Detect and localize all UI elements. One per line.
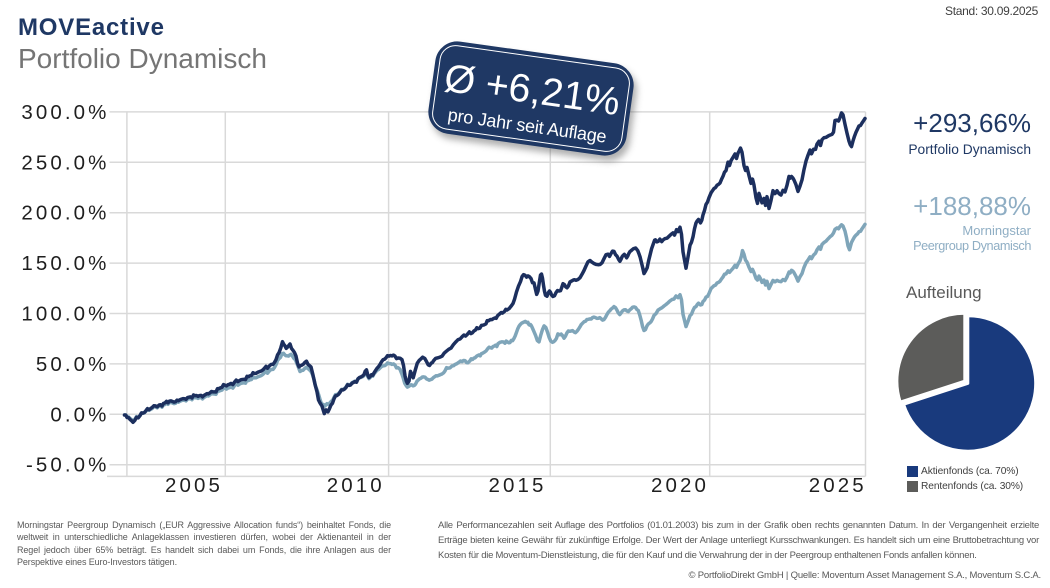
svg-text:50.0%: 50.0% <box>36 353 110 376</box>
svg-text:100.0%: 100.0% <box>21 303 109 326</box>
svg-text:2020: 2020 <box>651 474 709 497</box>
svg-text:200.0%: 200.0% <box>21 202 109 225</box>
svg-text:150.0%: 150.0% <box>21 252 109 275</box>
svg-text:2005: 2005 <box>165 474 223 497</box>
svg-text:250.0%: 250.0% <box>21 151 109 174</box>
svg-text:0.0%: 0.0% <box>50 403 109 426</box>
svg-text:2010: 2010 <box>327 474 385 497</box>
svg-text:-50.0%: -50.0% <box>26 454 110 477</box>
svg-text:2015: 2015 <box>488 474 546 497</box>
svg-text:2025: 2025 <box>809 474 867 497</box>
svg-text:300.0%: 300.0% <box>21 101 109 124</box>
